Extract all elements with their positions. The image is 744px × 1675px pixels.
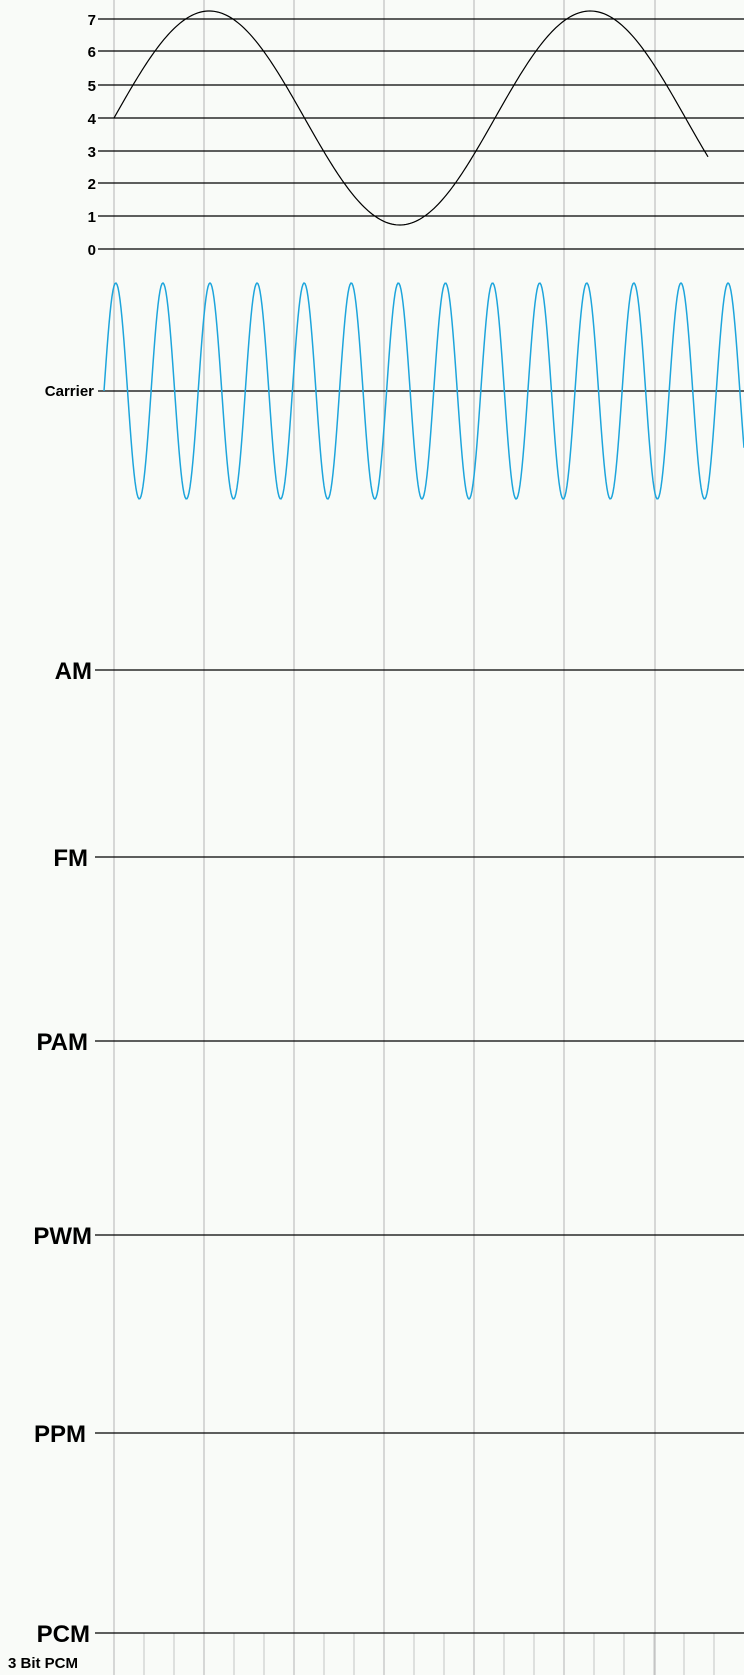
level-label-3: 3 xyxy=(88,144,96,161)
carrier-label: Carrier xyxy=(45,383,94,400)
level-lines xyxy=(98,18,744,250)
pwm-label: PWM xyxy=(33,1223,92,1250)
signal-baselines xyxy=(95,390,744,1634)
level-label-5: 5 xyxy=(88,78,96,95)
pcm-label: PCM xyxy=(37,1621,90,1648)
level-label-1: 1 xyxy=(88,209,96,226)
am-label: AM xyxy=(55,658,92,685)
level-label-2: 2 xyxy=(88,176,96,193)
fm-label: FM xyxy=(53,845,88,872)
level-label-6: 6 xyxy=(88,44,96,61)
level-label-4: 4 xyxy=(88,111,97,128)
pcm-bit-ticks xyxy=(113,1633,715,1675)
pam-label: PAM xyxy=(36,1029,88,1056)
level-label-7: 7 xyxy=(88,12,96,29)
vertical-grid xyxy=(113,0,656,1675)
carrier-signal-wave xyxy=(103,281,744,501)
message-signal-wave xyxy=(113,10,709,226)
level-label-0: 0 xyxy=(88,242,96,259)
pcm-bit-label: 3 Bit PCM xyxy=(8,1655,78,1672)
ppm-label: PPM xyxy=(34,1421,86,1448)
